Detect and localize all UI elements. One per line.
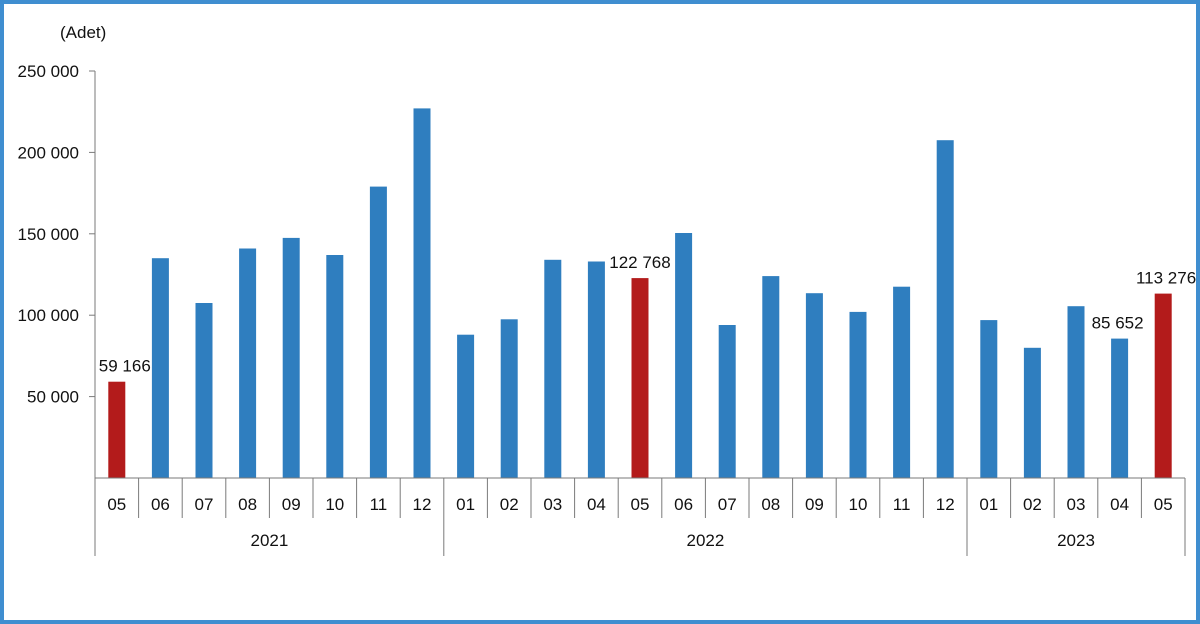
bar-13 (675, 233, 693, 478)
bar-5 (326, 255, 344, 478)
bar-15 (762, 276, 780, 478)
bar-16 (805, 293, 823, 478)
data-label: 122 768 (609, 253, 670, 272)
bar-4 (282, 237, 300, 478)
bar-3 (239, 248, 257, 478)
x-tick-label: 03 (1067, 495, 1086, 514)
year-labels: 2021 2022 2023 (94, 518, 1186, 556)
bar-21 (1023, 347, 1041, 478)
x-tick-label: 03 (543, 495, 562, 514)
y-tick-label: 100 000 (18, 306, 79, 325)
bar-10 (544, 259, 562, 478)
x-tick-label: 08 (238, 495, 257, 514)
bar-14 (718, 325, 736, 478)
bars (108, 108, 1172, 479)
x-tick-label: 08 (761, 495, 780, 514)
y-tick-label: 50 000 (27, 388, 79, 407)
x-tick-label: 11 (893, 495, 911, 514)
unit-label: (Adet) (60, 23, 106, 42)
bar-19 (936, 140, 954, 478)
year-label: 2021 (250, 531, 288, 550)
x-tick-label: 01 (979, 495, 998, 514)
data-label: 113 276 (1136, 269, 1196, 288)
x-tick-label: 05 (1154, 495, 1173, 514)
bar-23 (1111, 338, 1129, 478)
x-tick-label: 01 (456, 495, 475, 514)
x-tick-label: 02 (1023, 495, 1042, 514)
x-tick-label: 10 (849, 495, 868, 514)
bar-6 (369, 186, 387, 478)
bar-20 (980, 320, 998, 478)
x-tick-label: 07 (718, 495, 737, 514)
bar-22 (1067, 306, 1085, 478)
bar-17 (849, 311, 867, 478)
data-labels: 59 166 122 768 85 652 113 276 (99, 253, 1196, 376)
x-tick-label: 04 (1110, 495, 1129, 514)
data-label: 59 166 (99, 357, 151, 376)
x-tick-label: 05 (107, 495, 126, 514)
bar-24 (1154, 293, 1172, 478)
x-tick-label: 12 (413, 495, 432, 514)
year-label: 2022 (686, 531, 724, 550)
x-axis-ticks: 05 06 07 08 09 10 11 12 01 02 03 04 05 06 07 08 09 10 11 12… (94, 478, 1186, 518)
x-tick-label: 09 (805, 495, 824, 514)
bar-11 (587, 261, 605, 478)
y-tick-label: 200 000 (18, 143, 79, 162)
data-label: 85 652 (1092, 314, 1144, 333)
y-tick-label: 150 000 (18, 225, 79, 244)
x-tick-label: 07 (195, 495, 214, 514)
x-tick-label: 11 (370, 495, 388, 514)
bar-8 (457, 334, 475, 478)
x-tick-label: 05 (631, 495, 650, 514)
bar-12 (631, 278, 649, 478)
x-tick-label: 06 (674, 495, 693, 514)
year-label: 2023 (1057, 531, 1095, 550)
x-tick-label: 12 (936, 495, 955, 514)
y-tick-label: 250 000 (18, 62, 79, 81)
bar-2 (195, 303, 213, 478)
x-tick-label: 09 (282, 495, 301, 514)
bar-0 (108, 381, 126, 478)
bar-9 (500, 319, 518, 478)
x-tick-label: 04 (587, 495, 606, 514)
bar-7 (413, 108, 431, 479)
x-tick-label: 02 (500, 495, 519, 514)
bar-1 (151, 258, 169, 478)
bar-18 (893, 286, 911, 478)
x-tick-label: 10 (325, 495, 344, 514)
axes (94, 71, 1185, 479)
x-tick-label: 06 (151, 495, 170, 514)
y-axis-ticks: 250 000 200 000 150 000 100 000 50 000 (18, 62, 95, 407)
